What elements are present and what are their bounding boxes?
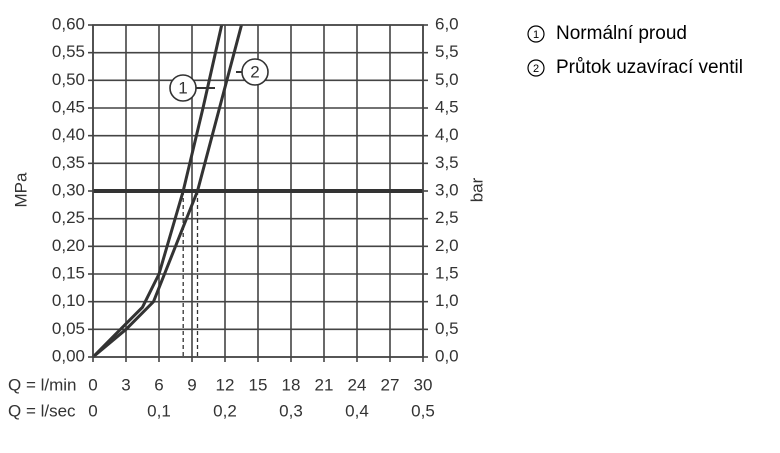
y-tick-label: 0,10: [52, 291, 85, 310]
y-tick-label: 0,35: [52, 153, 85, 172]
x-tick-label: 24: [348, 375, 367, 394]
y-tick-label: 0,40: [52, 125, 85, 144]
x-tick-label: 18: [282, 375, 301, 394]
legend-symbol: [527, 25, 545, 43]
x2-tick-label: 0,5: [411, 401, 435, 420]
legend-symbol-label: 1: [533, 29, 539, 41]
x-axis-label: Q = l/min: [8, 375, 77, 394]
y2-tick-label: 6,0: [435, 14, 459, 33]
x2-tick-label: 0,3: [279, 401, 303, 420]
y2-axis-label: bar: [467, 177, 486, 202]
y-tick-label: 0,55: [52, 42, 85, 61]
y2-tick-label: 5,0: [435, 70, 459, 89]
x2-tick-label: 0,2: [213, 401, 237, 420]
y-tick-label: 0,05: [52, 319, 85, 338]
y-tick-label: 0,50: [52, 70, 85, 89]
callout-label: 2: [250, 62, 259, 81]
x2-tick-label: 0,1: [147, 401, 171, 420]
legend-symbol: [527, 59, 545, 77]
y-tick-label: 0,60: [52, 14, 85, 33]
y-tick-label: 0,20: [52, 236, 85, 255]
x2-tick-label: 0: [88, 401, 97, 420]
legend-label: Průtok uzavírací ventil: [556, 57, 743, 78]
callout-circle: [169, 74, 197, 102]
x2-axis-label: Q = l/sec: [8, 401, 76, 420]
y2-tick-label: 0,5: [435, 319, 459, 338]
plot-frame: [92, 24, 424, 358]
x-tick-label: 3: [121, 375, 130, 394]
y2-tick-label: 0,0: [435, 346, 459, 365]
y2-tick-label: 2,0: [435, 236, 459, 255]
x-tick-label: 12: [216, 375, 235, 394]
y-tick-label: 0,30: [52, 180, 85, 199]
x-tick-label: 9: [187, 375, 196, 394]
x-tick-label: 0: [88, 375, 97, 394]
y2-tick-label: 1,5: [435, 263, 459, 282]
x-tick-label: 6: [154, 375, 163, 394]
y-axis-label: MPa: [11, 172, 30, 208]
y2-tick-label: 2,5: [435, 208, 459, 227]
legend-label: Normální proud: [556, 23, 687, 44]
y2-tick-label: 4,5: [435, 97, 459, 116]
y-tick-label: 0,25: [52, 208, 85, 227]
y2-tick-label: 5,5: [435, 42, 459, 61]
legend-symbol-label: 2: [533, 63, 539, 75]
y-tick-label: 0,45: [52, 97, 85, 116]
x2-tick-label: 0,4: [345, 401, 369, 420]
y2-tick-label: 3,5: [435, 153, 459, 172]
x-tick-label: 15: [249, 375, 268, 394]
series-line: [92, 24, 243, 359]
series-line: [91, 24, 224, 359]
y-tick-label: 0,15: [52, 263, 85, 282]
y2-tick-label: 4,0: [435, 125, 459, 144]
y2-tick-label: 1,0: [435, 291, 459, 310]
callout-circle: [241, 58, 269, 86]
x-tick-label: 21: [315, 375, 334, 394]
y2-tick-label: 3,0: [435, 180, 459, 199]
x-tick-label: 30: [414, 375, 433, 394]
y-tick-label: 0,00: [52, 346, 85, 365]
callout-label: 1: [178, 78, 187, 97]
x-tick-label: 27: [381, 375, 400, 394]
